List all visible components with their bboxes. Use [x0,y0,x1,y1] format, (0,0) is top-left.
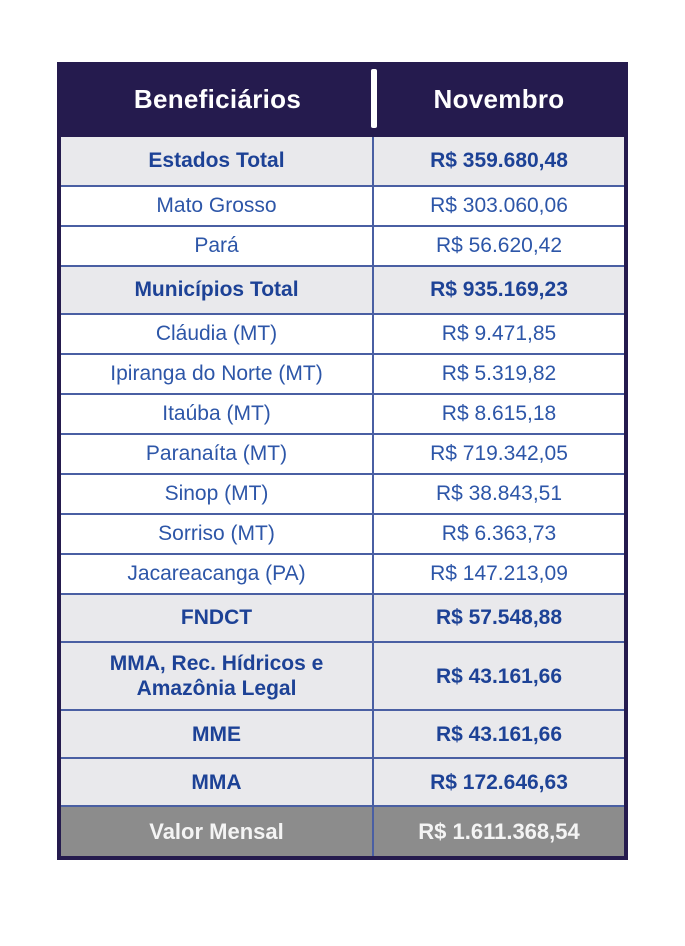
beneficiary-name-cell: Paranaíta (MT) [61,435,374,473]
amount-cell: R$ 1.611.368,54 [418,818,580,844]
table-row: Mato Grosso R$ 303.060,06 [61,185,624,225]
amount-cell: R$ 935.169,23 [430,278,568,302]
beneficiary-name-cell: MME [61,711,374,758]
column-header-beneficiarios: Beneficiários [133,84,302,114]
table-header-row: Beneficiários Novembro [61,62,624,137]
beneficiary-name-cell: MMA [61,759,374,806]
amount-cell: R$ 38.843,51 [435,482,563,506]
amount-cell: R$ 359.680,48 [430,149,568,173]
table-row: Ipiranga do Norte (MT) R$ 5.319,82 [61,353,624,393]
amount-cell: R$ 57.548,88 [435,606,563,630]
table-row: Valor Mensal R$ 1.611.368,54 [61,805,624,857]
amount-cell: R$ 43.161,66 [435,722,563,746]
amount-cell: R$ 172.646,63 [430,770,568,794]
amount-cell: R$ 9.471,85 [441,322,557,346]
table-row: Sinop (MT) R$ 38.843,51 [61,473,624,513]
beneficiary-name-cell: Estados Total [61,137,374,185]
header-divider [371,69,377,128]
beneficiary-name-cell: Ipiranga do Norte (MT) [61,355,374,393]
table-row: Estados Total R$ 359.680,48 [61,137,624,185]
beneficiary-name-cell: FNDCT [61,595,374,641]
amount-cell: R$ 5.319,82 [441,362,557,386]
table-row: Pará R$ 56.620,42 [61,225,624,265]
table-row: Paranaíta (MT) R$ 719.342,05 [61,433,624,473]
beneficiary-name-cell: Mato Grosso [61,187,374,225]
beneficiaries-table: Beneficiários Novembro Estados Total R$ 3… [57,62,628,861]
beneficiary-name-cell: Valor Mensal [61,807,374,857]
amount-cell: R$ 6.363,73 [441,522,557,546]
table-row: MMA R$ 172.646,63 [61,757,624,806]
beneficiary-name-cell: Cláudia (MT) [61,315,374,353]
table-row: MMA, Rec. Hídricos e Amazônia Legal R$ 43… [61,641,624,710]
beneficiary-name-cell: Sinop (MT) [61,475,374,513]
beneficiary-name-cell: MMA, Rec. Hídricos e Amazônia Legal [61,643,374,710]
column-header-novembro: Novembro [433,84,565,114]
amount-cell: R$ 303.060,06 [430,194,568,218]
amount-cell: R$ 719.342,05 [430,442,568,466]
table-body: Estados Total R$ 359.680,48 Mato Grosso R$ … [61,137,624,857]
table-row: FNDCT R$ 57.548,88 [61,593,624,641]
amount-cell: R$ 56.620,42 [435,234,563,258]
table-row: Sorriso (MT) R$ 6.363,73 [61,513,624,553]
beneficiary-name-cell: Itaúba (MT) [61,395,374,433]
beneficiary-name-cell: Sorriso (MT) [61,515,374,553]
table-row: Jacareacanga (PA) R$ 147.213,09 [61,553,624,593]
beneficiary-name-cell: Municípios Total [61,267,374,313]
table-row: Cláudia (MT) R$ 9.471,85 [61,313,624,353]
amount-cell: R$ 8.615,18 [441,402,557,426]
table-row: Itaúba (MT) R$ 8.615,18 [61,393,624,433]
amount-cell: R$ 147.213,09 [430,562,568,586]
beneficiary-name-cell: Pará [61,227,374,265]
beneficiary-name-cell: Jacareacanga (PA) [61,555,374,593]
table-row: MME R$ 43.161,66 [61,709,624,758]
table-row: Municípios Total R$ 935.169,23 [61,265,624,313]
amount-cell: R$ 43.161,66 [435,664,563,688]
